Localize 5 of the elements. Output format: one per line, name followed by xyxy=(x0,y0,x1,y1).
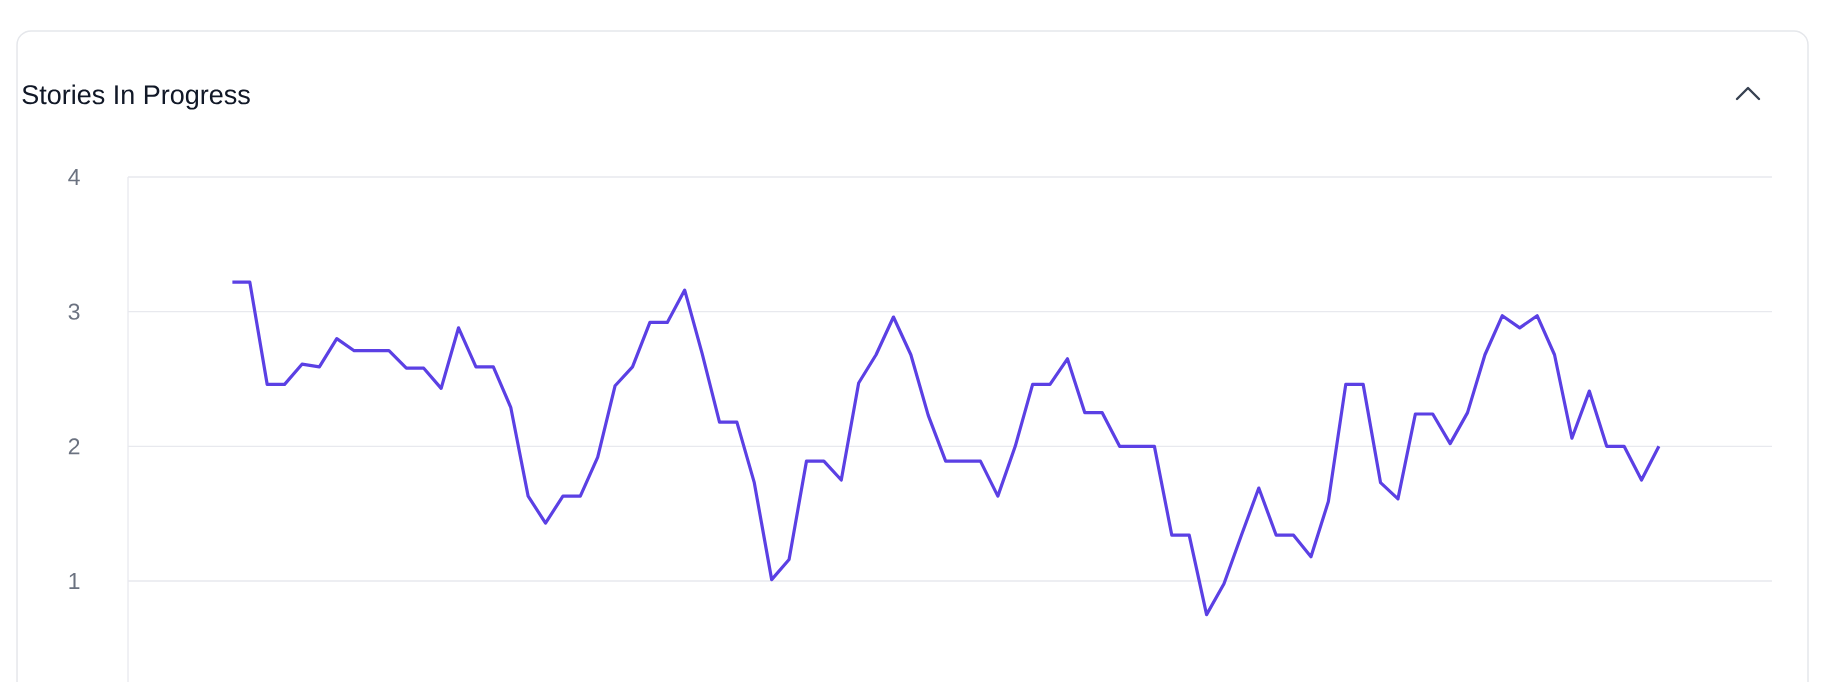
chart-title: Stories In Progress xyxy=(22,84,250,110)
y-tick-label: 4 xyxy=(68,169,80,185)
y-tick-label: 2 xyxy=(68,438,80,455)
y-tick-label: 1 xyxy=(69,573,80,589)
y-tick-label: 3 xyxy=(68,303,80,320)
